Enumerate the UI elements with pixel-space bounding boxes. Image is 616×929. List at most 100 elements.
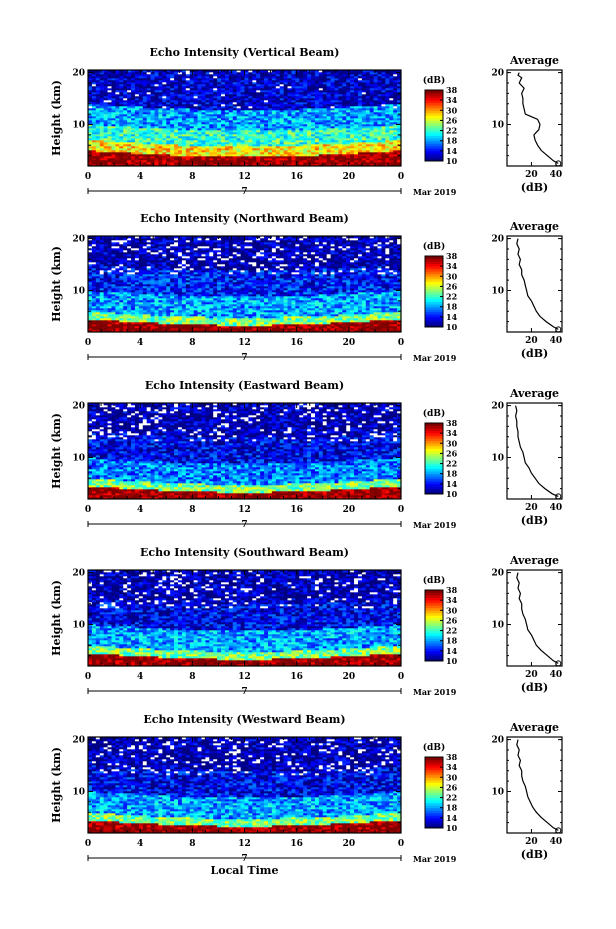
heatmap-cell [314, 162, 320, 165]
heatmap-cell [260, 156, 265, 159]
heatmap-cell [197, 136, 202, 139]
heatmap-cell [373, 82, 378, 85]
heatmap-cell [256, 310, 261, 313]
heatmap-cell [350, 148, 355, 151]
heatmap-cell [342, 76, 347, 79]
heatmap-cell [260, 98, 265, 101]
heatmap-cell [287, 78, 292, 81]
heatmap-cell [346, 108, 351, 111]
heatmap-cell [256, 84, 261, 87]
heatmap-cell [236, 140, 241, 143]
heatmap-cell [162, 312, 167, 315]
heatmap-cell [95, 144, 101, 147]
heatmap-cell [361, 156, 367, 159]
heatmap-cell [318, 154, 324, 157]
heatmap-cell [346, 102, 351, 105]
heatmap-cell [248, 104, 253, 107]
heatmap-cell [342, 90, 347, 93]
heatmap-cell [377, 164, 382, 167]
heatmap-cell [131, 88, 136, 91]
heatmap-cell [287, 124, 292, 127]
heatmap-cell [228, 94, 234, 97]
heatmap-cell [279, 136, 284, 139]
heatmap-cell [279, 316, 284, 319]
heatmap-cell [95, 116, 101, 119]
heatmap-cell [365, 124, 370, 127]
heatmap-cell [146, 126, 151, 129]
heatmap-cell [131, 78, 136, 81]
heatmap-cell [177, 78, 183, 81]
heatmap-cell [248, 70, 253, 73]
heatmap-cell [311, 330, 316, 333]
heatmap-cell [228, 120, 234, 123]
heatmap-cell [201, 122, 206, 125]
heatmap-cell [221, 308, 226, 311]
heatmap-cell [260, 322, 265, 325]
heatmap-cell [134, 326, 140, 329]
heatmap-cell [299, 150, 304, 153]
heatmap-cell [111, 76, 116, 79]
heatmap-cell [138, 312, 144, 315]
heatmap-cell [271, 330, 277, 333]
heatmap-cell [181, 76, 187, 79]
heatmap-cell [330, 140, 335, 143]
heatmap-cell [330, 114, 335, 117]
heatmap-cell [99, 98, 104, 101]
heatmap-cell [264, 164, 269, 167]
heatmap-cell [256, 120, 261, 123]
heatmap-cell [131, 308, 136, 311]
heatmap-cell [181, 80, 187, 83]
heatmap-cell [365, 82, 370, 85]
heatmap-cell [377, 120, 382, 123]
heatmap-cell [244, 136, 249, 139]
heatmap-cell [205, 82, 210, 85]
heatmap-cell [95, 164, 101, 167]
heatmap-cell [107, 330, 112, 333]
heatmap-cell [244, 154, 249, 157]
heatmap-cell [146, 134, 151, 137]
heatmap-cell [248, 76, 253, 79]
heatmap-cell [365, 70, 370, 73]
heatmap-cell [193, 158, 198, 161]
heatmap-cell [318, 144, 324, 147]
heatmap-cell [287, 114, 292, 117]
heatmap-cell [181, 130, 187, 133]
heatmap-cell [213, 80, 218, 83]
heatmap-cell [252, 102, 257, 105]
heatmap-cell [197, 142, 202, 145]
heatmap-cell [256, 132, 261, 135]
heatmap-cell [193, 160, 198, 163]
heatmap-cell [260, 86, 265, 89]
heatmap-cell [103, 320, 108, 323]
heatmap-cell [283, 310, 288, 313]
heatmap-cell [119, 164, 124, 167]
heatmap-cell [131, 112, 136, 115]
heatmap-cell [342, 126, 347, 129]
heatmap-cell [111, 100, 116, 103]
heatmap-cell [146, 152, 151, 155]
heatmap-cell [166, 308, 171, 311]
heatmap-cell [95, 140, 101, 143]
heatmap-cell [119, 86, 124, 89]
heatmap-cell [330, 158, 335, 161]
heatmap-cell [291, 310, 296, 313]
heatmap-cell [103, 312, 108, 315]
heatmap-cell [361, 148, 367, 151]
heatmap-cell [240, 158, 245, 161]
heatmap-cell [201, 156, 206, 159]
heatmap-cell [224, 92, 230, 95]
heatmap-cell [138, 80, 144, 83]
heatmap-cell [209, 116, 214, 119]
heatmap-cell [170, 94, 175, 97]
heatmap-cell [314, 310, 320, 313]
heatmap-cell [311, 128, 316, 131]
heatmap-cell [91, 110, 97, 113]
heatmap-cell [158, 122, 163, 125]
heatmap-cell [393, 144, 398, 147]
heatmap-cell [201, 160, 206, 163]
colorbar-tick-label: 38 [446, 85, 458, 95]
heatmap-cell [377, 140, 382, 143]
heatmap-cell [373, 318, 378, 321]
heatmap-cell [264, 102, 269, 105]
heatmap-cell [303, 92, 308, 95]
